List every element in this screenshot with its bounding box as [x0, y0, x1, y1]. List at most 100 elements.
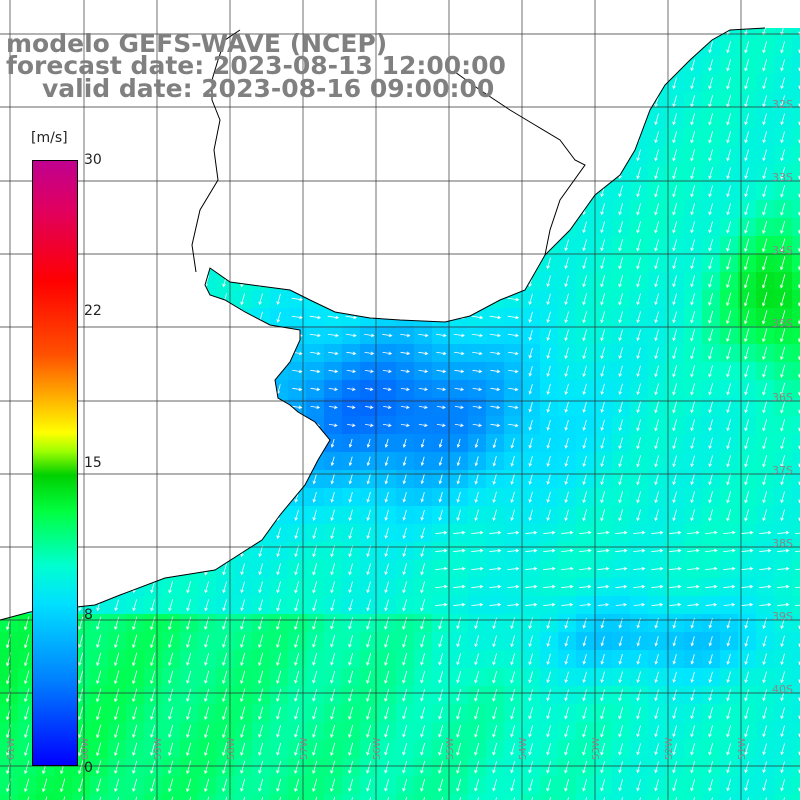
wind-arrow — [669, 548, 682, 553]
wind-arrow — [347, 423, 356, 427]
wind-speed-cell — [342, 794, 361, 800]
wind-arrow — [708, 671, 713, 683]
wind-arrow — [312, 796, 318, 800]
wind-arrow — [132, 778, 138, 792]
wind-arrow — [96, 616, 102, 630]
wind-arrow — [366, 491, 371, 503]
wind-arrow — [726, 653, 731, 665]
wind-arrow — [690, 221, 695, 234]
wind-arrow — [456, 474, 461, 485]
wind-arrow — [96, 706, 102, 721]
wind-arrow — [762, 797, 767, 800]
wind-arrow — [546, 761, 552, 774]
wind-arrow — [312, 474, 317, 485]
wind-arrow — [420, 634, 426, 648]
wind-arrow — [436, 405, 446, 410]
wind-arrow — [258, 688, 264, 703]
wind-arrow — [276, 670, 282, 684]
wind-arrow — [744, 167, 749, 180]
wind-arrow — [708, 509, 714, 522]
wind-arrow — [132, 724, 138, 739]
wind-arrow — [636, 671, 641, 684]
wind-arrow — [402, 634, 408, 648]
wind-arrow — [525, 566, 538, 571]
wind-arrow — [582, 401, 587, 413]
wind-arrow — [420, 689, 426, 702]
latitude-label: 40S — [772, 683, 793, 696]
wind-arrow — [546, 329, 551, 342]
longitude-label: 58W — [226, 737, 237, 760]
wind-arrow — [186, 616, 192, 631]
wind-arrow — [366, 474, 371, 485]
wind-arrow — [690, 725, 695, 738]
wind-arrow — [420, 778, 426, 792]
wind-arrow — [456, 689, 462, 702]
wind-arrow — [420, 527, 425, 540]
wind-arrow — [132, 652, 138, 667]
wind-arrow — [508, 369, 519, 374]
wind-arrow — [474, 688, 480, 702]
longitude-label: 55W — [445, 737, 456, 760]
wind-arrow — [654, 383, 659, 396]
wind-arrow — [276, 742, 282, 756]
wind-arrow — [96, 688, 102, 703]
wind-arrow — [456, 653, 461, 666]
wind-arrow — [780, 797, 786, 800]
wind-arrow — [383, 387, 392, 391]
wind-arrow — [741, 584, 754, 589]
wind-arrow — [618, 636, 623, 647]
wind-arrow — [330, 796, 336, 800]
wind-arrow — [114, 778, 120, 792]
wind-arrow — [582, 671, 587, 684]
wind-arrow — [510, 689, 516, 702]
wind-arrow — [564, 509, 569, 522]
wind-arrow — [330, 652, 336, 666]
wind-arrow — [294, 724, 300, 738]
longitude-label: 57W — [299, 737, 310, 760]
wind-arrow — [708, 779, 714, 792]
wind-arrow — [672, 419, 677, 432]
wind-arrow — [435, 530, 448, 535]
wind-arrow — [528, 384, 533, 395]
wind-arrow — [672, 707, 677, 720]
wind-arrow — [222, 778, 228, 792]
wind-arrow — [618, 383, 623, 396]
wind-arrow — [276, 688, 282, 702]
wind-arrow — [777, 602, 790, 607]
wind-arrow — [762, 59, 768, 72]
wind-arrow — [402, 492, 407, 503]
wind-arrow — [327, 333, 339, 338]
wind-arrow — [492, 671, 498, 684]
wind-arrow — [651, 566, 664, 571]
wind-arrow — [546, 383, 551, 395]
wind-arrow — [690, 131, 696, 144]
wind-arrow — [579, 530, 592, 535]
wind-arrow — [762, 95, 767, 108]
wind-speed-cell — [792, 110, 800, 129]
wind-arrow — [654, 671, 659, 684]
wind-arrow — [636, 365, 641, 378]
wind-arrow — [726, 455, 731, 468]
wind-arrow — [471, 602, 484, 607]
wind-arrow — [168, 652, 174, 667]
wind-arrow — [600, 455, 605, 468]
wind-speed-cell — [792, 182, 800, 201]
wind-arrow — [744, 113, 749, 126]
wind-arrow — [454, 351, 465, 356]
wind-arrow — [258, 796, 264, 800]
wind-arrow — [150, 652, 156, 667]
wind-arrow — [186, 742, 192, 757]
wind-arrow — [186, 724, 192, 739]
wind-arrow — [366, 634, 372, 648]
wind-arrow — [328, 387, 338, 392]
wind-arrow — [654, 257, 659, 270]
wind-arrow — [708, 310, 714, 324]
wind-arrow — [418, 423, 428, 428]
wind-arrow — [618, 203, 623, 216]
wind-arrow — [528, 311, 533, 323]
wind-arrow — [456, 438, 461, 448]
wind-arrow — [222, 634, 228, 648]
wind-arrow — [474, 456, 479, 467]
wind-arrow — [330, 527, 335, 540]
wind-arrow — [312, 581, 318, 594]
